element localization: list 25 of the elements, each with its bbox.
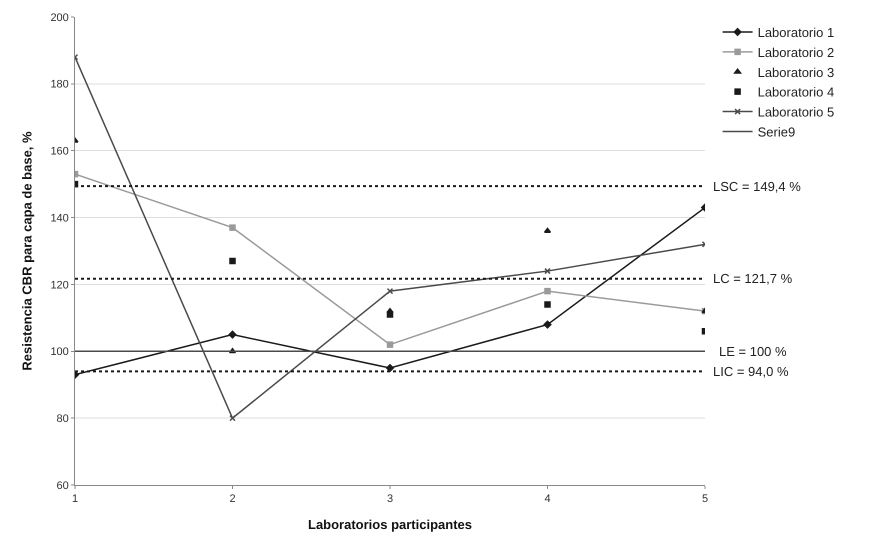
- legend-label: Laboratorio 5: [758, 104, 834, 120]
- y-tick-label: 200: [50, 12, 69, 24]
- x-tick-label: 5: [702, 493, 708, 506]
- y-tick-label: 140: [50, 212, 69, 224]
- x-tick-label: 1: [72, 493, 78, 506]
- y-tick-label: 60: [56, 480, 69, 492]
- ref-line-label: LIC = 94,0 %: [713, 364, 789, 379]
- y-tick-label: 100: [50, 346, 69, 358]
- y-tick-label: 120: [50, 279, 69, 292]
- x-tick-label: 4: [544, 493, 551, 506]
- x-axis-title: Laboratorios participantes: [308, 516, 472, 532]
- ref-line-label: LC = 121,7 %: [713, 271, 793, 286]
- annotation: LE = 100 %: [719, 344, 788, 359]
- y-tick-label: 180: [50, 78, 69, 91]
- legend-label: Laboratorio 3: [758, 64, 834, 80]
- legend-label: Serie9: [758, 124, 796, 140]
- y-tick-label: 160: [50, 146, 69, 158]
- x-tick-label: 3: [386, 493, 394, 506]
- legend-label: Laboratorio 1: [758, 25, 834, 40]
- x-tick-label: 2: [229, 493, 236, 506]
- legend-label: Laboratorio 4: [758, 84, 834, 100]
- legend-label: Laboratorio 2: [758, 44, 834, 60]
- y-tick-label: 80: [56, 412, 69, 425]
- y-axis-title: Resistencia CBR para capa de base, %: [19, 130, 34, 371]
- ref-line-label: LSC = 149,4 %: [713, 179, 802, 194]
